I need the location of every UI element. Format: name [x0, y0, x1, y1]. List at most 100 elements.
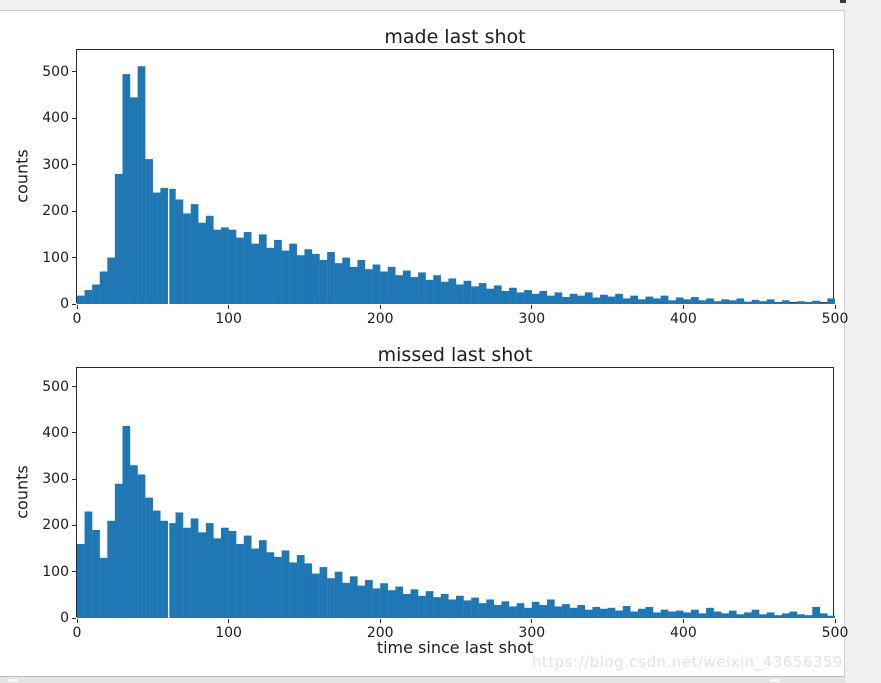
histogram-bar — [289, 562, 297, 618]
y-tick-label: 200 — [42, 517, 69, 534]
histogram-bar — [258, 540, 267, 618]
histogram-bar — [804, 302, 813, 304]
histogram-bar — [819, 302, 828, 304]
x-tick-label: 400 — [670, 311, 697, 327]
scrollbar-notch — [8, 679, 18, 682]
histogram-bar — [205, 215, 214, 304]
histogram-bar — [311, 573, 320, 618]
histogram-bar — [622, 605, 631, 618]
histogram-bar — [221, 527, 229, 618]
histogram-bar — [266, 552, 275, 618]
histogram-bar — [607, 607, 616, 618]
bin-gap-artifact — [167, 50, 170, 304]
bin-gap-artifact — [167, 368, 170, 618]
y-tick-label: 400 — [42, 110, 69, 127]
histogram-bar — [122, 425, 131, 618]
x-tick-mark — [228, 305, 230, 309]
histogram-bar — [690, 297, 699, 304]
y-tick-mark — [72, 432, 76, 434]
histogram-bar — [736, 298, 745, 304]
y-tick-mark — [72, 617, 76, 619]
histogram-bar — [349, 576, 358, 618]
histogram-bar — [653, 612, 661, 618]
histogram-bar — [190, 204, 199, 304]
x-tick-mark — [834, 619, 836, 623]
x-tick-label: 200 — [366, 311, 394, 327]
histogram-bar — [251, 243, 260, 304]
x-tick-label: 0 — [72, 311, 82, 327]
histogram-bar — [569, 607, 578, 618]
x-tick-mark — [834, 305, 836, 309]
histogram-bar — [493, 605, 502, 618]
histogram-bar — [660, 609, 669, 618]
histogram-bar — [418, 595, 426, 618]
histogram-bars — [77, 368, 835, 618]
histogram-bar — [251, 548, 260, 618]
histogram-bar — [380, 271, 388, 304]
histogram-bar — [152, 510, 161, 618]
histogram-bar — [569, 293, 578, 304]
x-tick-label: 200 — [366, 625, 394, 641]
x-tick-mark — [228, 619, 230, 623]
histogram-bar — [615, 293, 623, 304]
histogram-bar — [539, 290, 548, 304]
histogram-bar — [797, 301, 805, 304]
histogram-bar — [372, 588, 381, 618]
histogram-bar — [440, 281, 449, 304]
histogram-missed-last-shot — [76, 367, 835, 618]
y-tick-label: 300 — [42, 471, 69, 488]
histogram-bar — [751, 299, 760, 304]
histogram-bar — [509, 287, 517, 304]
y-tick-mark — [72, 117, 76, 119]
histogram-bar — [471, 597, 479, 618]
histogram-bar — [546, 295, 555, 304]
histogram-bar — [713, 611, 722, 618]
histogram-bar — [395, 275, 404, 304]
histogram-bar — [92, 530, 100, 618]
x-tick-mark — [76, 619, 78, 623]
histogram-bar — [789, 611, 798, 618]
histogram-bar — [114, 173, 123, 304]
histogram-bar — [198, 222, 207, 304]
histogram-bar — [213, 538, 222, 618]
horizontal-scrollbar[interactable] — [0, 676, 845, 683]
y-tick-label: 500 — [42, 378, 69, 395]
histogram-bar — [114, 483, 123, 618]
histogram-bar — [690, 609, 699, 618]
histogram-bars — [77, 50, 835, 304]
histogram-bar — [759, 614, 767, 618]
histogram-bar — [160, 520, 169, 618]
histogram-bar — [683, 612, 692, 618]
x-tick-mark — [379, 305, 381, 309]
histogram-bar — [706, 607, 714, 618]
histogram-bar — [425, 591, 434, 618]
chart-title-missed: missed last shot — [377, 344, 533, 366]
histogram-bar — [145, 497, 153, 618]
histogram-bar — [319, 259, 328, 304]
histogram-bar — [781, 300, 790, 304]
histogram-bar — [274, 239, 282, 304]
x-axis-label: time since last shot — [376, 638, 534, 657]
histogram-bar — [637, 608, 646, 618]
histogram-bar — [107, 257, 116, 304]
histogram-bar — [395, 586, 404, 618]
histogram-bar — [721, 613, 730, 618]
x-tick-label: 100 — [215, 311, 242, 327]
histogram-bar — [668, 300, 676, 304]
x-tick-label: 100 — [215, 625, 242, 641]
y-tick-label: 100 — [42, 249, 69, 266]
y-tick-label: 0 — [60, 296, 69, 312]
x-tick-label: 300 — [518, 625, 546, 641]
histogram-bar — [766, 612, 775, 618]
histogram-bar — [296, 255, 305, 304]
histogram-bar — [683, 299, 692, 304]
y-tick-mark — [72, 524, 76, 526]
histogram-bar — [471, 286, 479, 304]
y-tick-label: 0 — [60, 610, 69, 626]
histogram-bar — [221, 227, 229, 304]
histogram-bar — [258, 234, 267, 304]
histogram-bar — [584, 609, 593, 618]
histogram-bar — [736, 614, 745, 618]
histogram-bar — [592, 297, 601, 304]
histogram-bar — [304, 563, 313, 618]
